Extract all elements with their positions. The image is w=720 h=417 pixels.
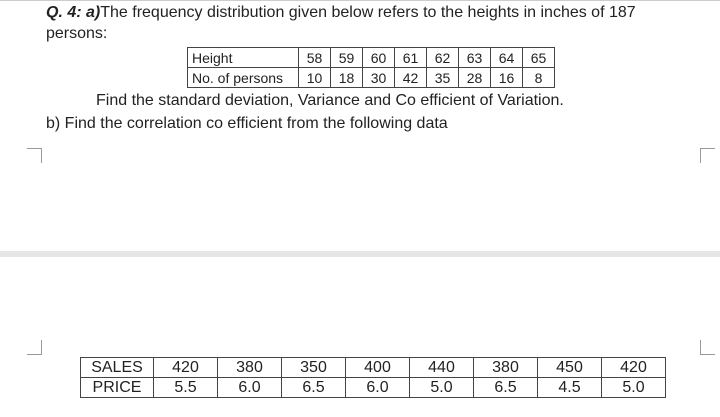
task-a: Find the standard deviation, Variance an… (96, 92, 564, 109)
table-cell: 6.5 (473, 377, 538, 398)
table-cell: 61 (394, 47, 427, 68)
page-break (0, 251, 720, 257)
top-edge (0, 0, 720, 1)
table-row: No. of persons 10 18 30 42 35 28 16 8 (187, 67, 555, 88)
table-cell: 65 (522, 47, 555, 68)
sales-price-table: SALES 420 380 350 400 440 380 450 420 PRICE 5.5 6.0… (80, 357, 666, 398)
table-cell: 440 (409, 357, 474, 378)
table-cell: 59 (330, 47, 363, 68)
table-cell: 380 (217, 357, 282, 378)
corner-mark (27, 340, 42, 355)
question-number: Q. 4: a) (46, 4, 101, 21)
table-cell: 10 (298, 67, 331, 88)
row-header: Height (187, 47, 299, 68)
table-cell: 64 (490, 47, 523, 68)
corner-mark (700, 148, 715, 163)
table-cell: 380 (473, 357, 538, 378)
table-cell: 30 (362, 67, 395, 88)
corner-mark (27, 148, 42, 163)
table-cell: 18 (330, 67, 363, 88)
question-text: The frequency distribution given below r… (46, 4, 636, 42)
table-cell: 8 (522, 67, 555, 88)
table-row: PRICE 5.5 6.0 6.5 6.0 5.0 6.5 4.5 5.0 (80, 377, 666, 398)
table-cell: 6.5 (281, 377, 346, 398)
table-cell: 420 (153, 357, 218, 378)
table-cell: 350 (281, 357, 346, 378)
table-cell: 16 (490, 67, 523, 88)
table-cell: 42 (394, 67, 427, 88)
table-cell: 58 (298, 47, 331, 68)
frequency-table: Height 58 59 60 61 62 63 64 65 No. of persons 10 18… (187, 47, 555, 88)
task-b: b) Find the correlation co efficient fro… (46, 115, 448, 132)
row-header: SALES (80, 357, 154, 378)
corner-mark (700, 340, 715, 355)
table-cell: 35 (426, 67, 459, 88)
table-cell: 420 (601, 357, 666, 378)
table-cell: 450 (537, 357, 602, 378)
table-cell: 62 (426, 47, 459, 68)
table-cell: 28 (458, 67, 491, 88)
table-cell: 5.0 (409, 377, 474, 398)
table-cell: 63 (458, 47, 491, 68)
table-row: SALES 420 380 350 400 440 380 450 420 (80, 357, 666, 378)
row-header: No. of persons (187, 67, 299, 88)
table-cell: 6.0 (345, 377, 410, 398)
row-header: PRICE (80, 377, 154, 398)
table-cell: 5.5 (153, 377, 218, 398)
table-cell: 5.0 (601, 377, 666, 398)
table-cell: 60 (362, 47, 395, 68)
table-cell: 4.5 (537, 377, 602, 398)
table-cell: 6.0 (217, 377, 282, 398)
table-row: Height 58 59 60 61 62 63 64 65 (187, 47, 555, 68)
question: Q. 4: a)The frequency distribution given… (46, 2, 686, 44)
table-cell: 400 (345, 357, 410, 378)
